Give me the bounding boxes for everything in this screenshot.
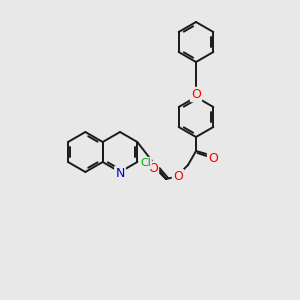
Text: O: O <box>208 152 218 165</box>
Text: O: O <box>191 88 201 101</box>
Text: O: O <box>148 162 158 175</box>
Text: N: N <box>115 167 125 180</box>
Text: Cl: Cl <box>140 158 151 168</box>
Text: O: O <box>173 170 183 183</box>
